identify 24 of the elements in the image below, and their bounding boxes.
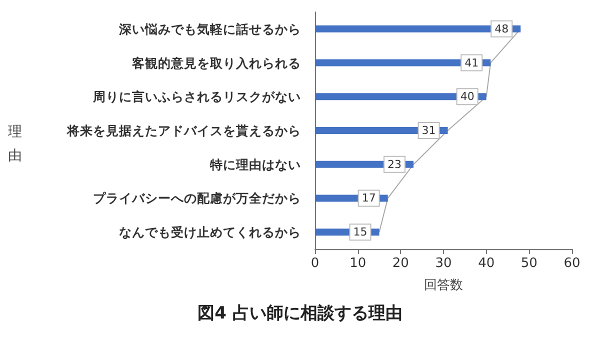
x-tick-label: 60 — [564, 256, 580, 271]
y-tick-label: 将来を見据えたアドバイスを貰えるから — [66, 123, 301, 138]
x-tick-label: 30 — [435, 256, 452, 271]
data-label: 40 — [460, 90, 474, 104]
y-tick-label: 客観的意見を取り入れられる — [131, 55, 301, 70]
y-tick-label: 深い悩みでも気軽に話せるから — [118, 21, 301, 36]
x-tick-label: 10 — [350, 256, 366, 271]
y-tick-label: プライバシーへの配慮が万全だから — [93, 190, 301, 206]
y-tick-label: 周りに言いふらされるリスクがない — [92, 89, 301, 104]
text: 図4 占い師に相談する理由 — [198, 304, 402, 324]
data-label: 31 — [422, 124, 436, 137]
x-tick-label: 20 — [392, 256, 409, 271]
data-label: 23 — [388, 158, 402, 171]
data-label: 41 — [464, 56, 479, 70]
x-axis-title: 回答数 — [424, 278, 463, 293]
x-tick-label: 40 — [478, 256, 495, 271]
x-tick-label: 0 — [310, 256, 320, 271]
data-label: 15 — [353, 226, 368, 239]
y-axis-title: 理由 — [8, 124, 22, 164]
y-tick-label: 特に理由はない — [209, 156, 301, 172]
x-tick-label: 50 — [520, 256, 538, 271]
y-tick-label: なんでも受け止めてくれるから — [119, 224, 301, 240]
data-label: 17 — [362, 192, 376, 205]
data-label: 48 — [494, 22, 509, 36]
